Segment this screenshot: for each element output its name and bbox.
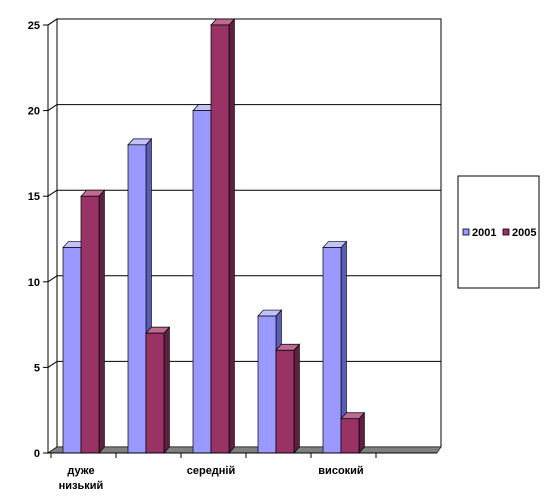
axes [43,24,437,458]
legend-label-2005: 2005 [512,227,536,239]
y-tick-labels: 0 5 10 15 20 25 [28,20,40,460]
floor-plane [47,446,442,454]
y-tick-label-15: 15 [28,191,40,203]
legend-swatch-2005 [502,228,510,236]
legend: 2001 2005 [457,175,540,289]
y-tick-label-10: 10 [28,277,40,289]
x-category-labels: дуже низький середній високий [59,465,364,492]
y-tick-label-20: 20 [28,106,40,118]
legend-label-2001: 2001 [472,227,496,239]
gridline-depth [47,189,58,197]
legend-swatch-2001 [462,228,470,236]
x-category-label-0-1: низький [59,480,104,492]
x-category-label-4-0: високий [318,465,363,477]
bar-2005-4 [340,411,366,454]
bar-2005-3 [275,343,301,454]
y-tick-label-0: 0 [34,448,40,460]
legend-box [457,175,540,289]
bars [62,18,366,454]
side-wall [47,18,58,454]
y-tick-label-5: 5 [34,362,40,374]
gridlines [47,18,442,454]
gridline-depth [47,360,58,368]
bar-2001-4 [322,240,348,454]
x-category-label-2-0: середній [187,465,236,477]
y-tick-label-25: 25 [28,20,40,32]
bar-2005-0 [80,189,106,454]
gridline-depth [47,104,58,112]
bar-2005-1 [145,326,171,454]
x-category-label-0-0: дуже [67,465,94,477]
bar-2005-2 [210,18,236,454]
back-wall [56,18,442,448]
gridline-depth [47,275,58,283]
chart-floor [47,446,442,454]
gridline-depth [47,18,58,26]
